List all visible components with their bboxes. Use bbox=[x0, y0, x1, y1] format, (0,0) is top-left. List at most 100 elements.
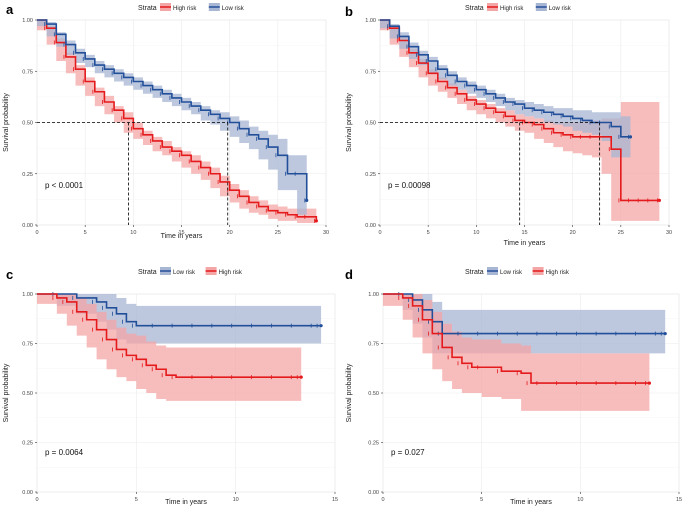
x-tick-label: 15 bbox=[332, 497, 338, 503]
x-tick-label: 30 bbox=[666, 230, 672, 236]
p-value: p < 0.0001 bbox=[45, 181, 84, 190]
confidence-band bbox=[37, 294, 302, 401]
y-tick-label: 0.75 bbox=[22, 69, 33, 75]
y-tick-label: 0.50 bbox=[22, 121, 33, 127]
y-tick-label: 1.00 bbox=[22, 18, 33, 24]
x-tick-label: 10 bbox=[130, 230, 136, 236]
legend-label: High risk bbox=[219, 270, 243, 276]
x-tick-label: 20 bbox=[227, 230, 233, 236]
legend-label: Low risk bbox=[549, 6, 572, 12]
y-axis-label: Survival probability bbox=[346, 363, 353, 422]
legend: Strata High risk Low risk bbox=[138, 3, 245, 12]
x-tick-label: 5 bbox=[480, 497, 483, 503]
y-tick-label: 0.25 bbox=[368, 441, 379, 447]
y-tick-label: 0.25 bbox=[365, 172, 376, 178]
x-tick-label: 10 bbox=[577, 497, 583, 503]
legend-title: Strata bbox=[465, 5, 484, 12]
axes: 0.00 0.25 0.50 0.75 1.00 0 5 10 15 20 25 30 Time in … bbox=[346, 18, 672, 247]
y-tick-label: 0.75 bbox=[22, 342, 33, 348]
axes: 0.00 0.25 0.50 0.75 1.00 0 5 10 15 20 25 30 Time in … bbox=[3, 18, 329, 240]
x-tick-label: 0 bbox=[35, 230, 38, 236]
x-axis-label: Time in years bbox=[165, 499, 207, 506]
x-tick-label: 20 bbox=[570, 230, 576, 236]
curve-end-point bbox=[657, 198, 661, 202]
axes: 0.00 0.25 0.50 0.75 1.00 0 5 10 15 Time in years S… bbox=[346, 292, 682, 506]
survival-curve bbox=[37, 19, 318, 221]
survival-curve bbox=[37, 293, 322, 327]
y-tick-label: 0.50 bbox=[365, 121, 376, 127]
confidence-band bbox=[37, 294, 322, 344]
legend-label: Low risk bbox=[173, 270, 196, 276]
y-tick-label: 0.50 bbox=[22, 391, 33, 397]
y-tick-label: 1.00 bbox=[365, 18, 376, 24]
panel-d: d Strata Low risk High risk 0.00 0.25 0.50 0.75… bbox=[345, 267, 682, 506]
legend-label: High risk bbox=[546, 270, 570, 276]
legend: Strata High risk Low risk bbox=[465, 3, 572, 12]
survival-curve bbox=[383, 293, 666, 335]
legend-label: High risk bbox=[173, 6, 197, 12]
x-tick-label: 5 bbox=[84, 230, 87, 236]
legend-label: High risk bbox=[500, 6, 524, 12]
legend: Strata Low risk High risk bbox=[465, 267, 570, 276]
x-tick-label: 25 bbox=[275, 230, 281, 236]
x-axis-label: Time in years bbox=[510, 499, 552, 506]
x-tick-label: 0 bbox=[378, 230, 381, 236]
survival-curve bbox=[380, 19, 631, 138]
panel-b: b Strata High risk Low risk 0.00 0.25 0.50 0.75… bbox=[345, 3, 672, 247]
curve-end-point bbox=[647, 381, 651, 385]
y-tick-label: 0.00 bbox=[22, 490, 33, 496]
legend-title: Strata bbox=[138, 269, 157, 276]
legend: Strata Low risk High risk bbox=[138, 267, 243, 276]
panel-letter: d bbox=[345, 267, 353, 282]
x-tick-label: 15 bbox=[676, 497, 682, 503]
curve-end-point bbox=[319, 324, 323, 328]
y-tick-label: 0.00 bbox=[368, 490, 379, 496]
panel-a: a Strata High risk Low risk 0.00 0.25 0.50 0.75… bbox=[3, 2, 329, 240]
curve-end-point bbox=[314, 219, 318, 223]
confidence-band bbox=[380, 20, 631, 158]
x-tick-label: 30 bbox=[323, 230, 329, 236]
legend-title: Strata bbox=[138, 5, 157, 12]
curve-end-point bbox=[663, 332, 667, 336]
x-tick-label: 25 bbox=[618, 230, 624, 236]
y-tick-label: 0.25 bbox=[22, 172, 33, 178]
legend-label: Low risk bbox=[222, 6, 245, 12]
x-tick-label: 0 bbox=[35, 497, 38, 503]
axes: 0.00 0.25 0.50 0.75 1.00 0 5 10 15 Time in years S… bbox=[3, 292, 338, 506]
x-tick-label: 10 bbox=[233, 497, 239, 503]
p-value: p = 0.00098 bbox=[388, 181, 431, 190]
x-axis-label: Time in years bbox=[161, 233, 203, 240]
x-tick-label: 5 bbox=[427, 230, 430, 236]
survival-curve bbox=[383, 293, 650, 384]
y-tick-label: 0.25 bbox=[22, 441, 33, 447]
y-tick-label: 0.75 bbox=[365, 69, 376, 75]
y-axis-label: Survival probability bbox=[346, 93, 353, 152]
curve-end-point bbox=[305, 198, 309, 202]
survival-curve bbox=[37, 19, 308, 201]
y-tick-label: 1.00 bbox=[22, 292, 33, 298]
confidence-band bbox=[383, 294, 650, 411]
panel-letter: b bbox=[345, 4, 353, 19]
curve-end-point bbox=[628, 135, 633, 139]
y-tick-label: 0.00 bbox=[22, 223, 33, 229]
p-value: p = 0.027 bbox=[391, 448, 425, 457]
y-tick-label: 0.50 bbox=[368, 391, 379, 397]
x-tick-label: 10 bbox=[473, 230, 479, 236]
y-tick-label: 0.00 bbox=[365, 223, 376, 229]
x-tick-label: 15 bbox=[521, 230, 527, 236]
panel-c: c Strata Low risk High risk 0.00 0.25 0.50 0.75… bbox=[3, 267, 338, 506]
p-value: p = 0.0064 bbox=[45, 448, 84, 457]
y-tick-label: 1.00 bbox=[368, 292, 379, 298]
x-tick-label: 0 bbox=[381, 497, 384, 503]
y-axis-label: Survival probability bbox=[3, 363, 10, 422]
x-tick-label: 5 bbox=[135, 497, 138, 503]
panel-letter: a bbox=[6, 2, 14, 17]
legend-label: Low risk bbox=[500, 270, 523, 276]
curve-end-point bbox=[299, 375, 303, 379]
panel-letter: c bbox=[6, 267, 13, 282]
x-axis-label: Time in years bbox=[504, 240, 546, 247]
legend-title: Strata bbox=[465, 269, 484, 276]
x-tick-label: 15 bbox=[178, 230, 184, 236]
